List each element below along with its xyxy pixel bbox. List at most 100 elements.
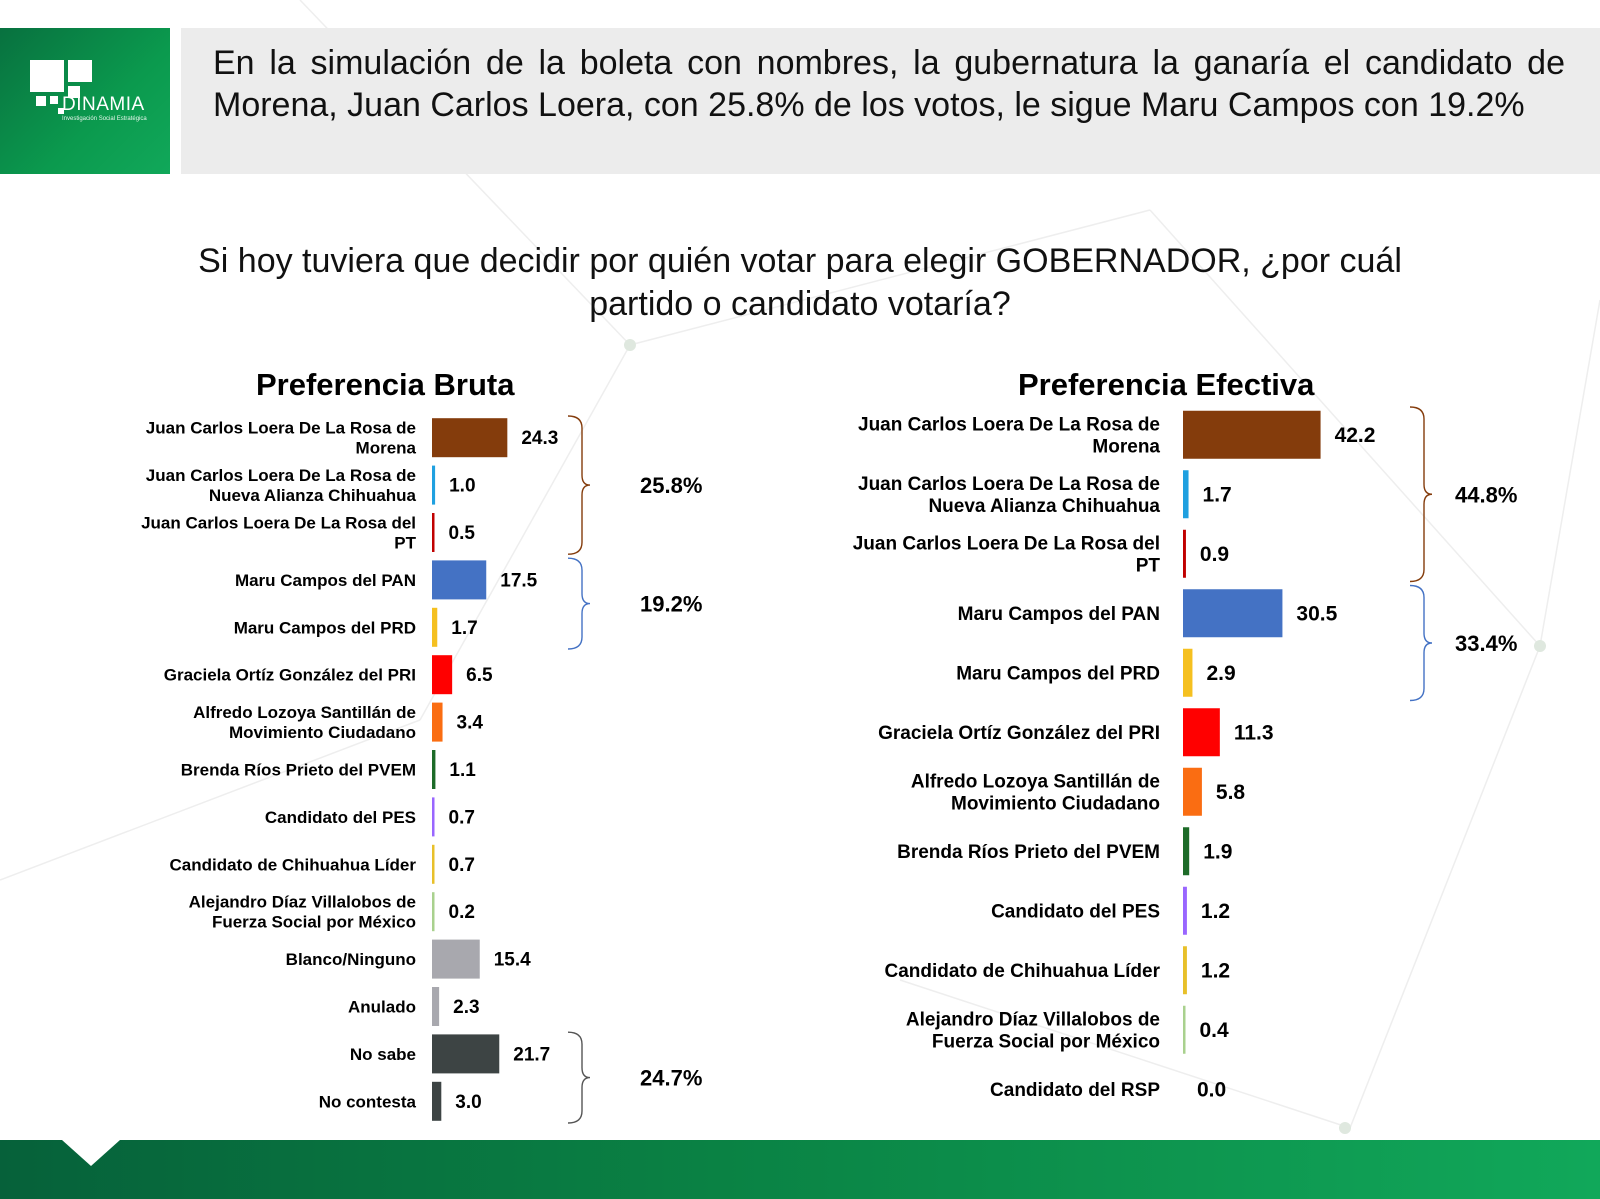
bar (432, 892, 435, 932)
group-total-label: 44.8% (1455, 482, 1517, 507)
bar (432, 1081, 442, 1121)
category-label: Juan Carlos Loera De La Rosa de Morena (146, 419, 417, 458)
category-label: Alejandro Díaz Villalobos de Fuerza Socia… (906, 1009, 1160, 1052)
value-label: 1.2 (1201, 959, 1230, 982)
category-label: Juan Carlos Loera De La Rosa de Nueva Ali… (858, 474, 1160, 517)
value-label: 0.4 (1200, 1019, 1230, 1042)
bar (432, 465, 436, 505)
value-label: 1.7 (451, 618, 477, 639)
footer-notch-icon (62, 1140, 120, 1166)
value-label: 2.9 (1206, 662, 1235, 685)
value-label: 3.0 (455, 1092, 481, 1113)
category-label: Alfredo Lozoya Santillán de Movimiento Ci… (193, 703, 416, 742)
category-label: Juan Carlos Loera De La Rosa del PT (141, 513, 417, 552)
bar (1183, 827, 1190, 876)
group-brace (567, 1031, 591, 1124)
category-label: Candidato de Chihuahua Líder (884, 961, 1160, 982)
category-label: Graciela Ortíz González del PRI (878, 723, 1160, 744)
category-label: Maru Campos del PRD (956, 663, 1160, 684)
bar (432, 513, 435, 552)
category-label: Candidato del PES (991, 901, 1160, 922)
category-label: No sabe (350, 1045, 416, 1064)
value-label: 1.1 (449, 760, 476, 781)
bar (432, 750, 436, 789)
bar (1183, 708, 1220, 757)
group-brace (567, 415, 591, 555)
value-label: 2.3 (453, 997, 479, 1018)
category-label: Maru Campos del PAN (958, 604, 1160, 625)
value-label: 0.2 (449, 902, 475, 923)
bar (432, 655, 453, 695)
value-label: 3.4 (457, 713, 484, 734)
bar (1183, 410, 1321, 459)
value-label: 0.0 (1197, 1078, 1226, 1101)
category-label: Maru Campos del PRD (234, 618, 416, 637)
bar (1183, 946, 1187, 995)
group-total-label: 25.8% (640, 473, 702, 498)
bar (1183, 648, 1193, 697)
bar (432, 418, 508, 458)
headline-panel: En la simulación de la boleta con nombre… (181, 28, 1600, 174)
category-label: Candidato del RSP (990, 1080, 1160, 1101)
group-brace (567, 557, 591, 650)
bar-chart-preferencia-efectiva: Juan Carlos Loera De La Rosa de Morena 42.… (853, 406, 1517, 1101)
survey-question: Si hoy tuviera que decidir por quién vot… (198, 242, 1402, 323)
bar (1183, 1005, 1186, 1054)
brand-logo-panel: DINAMIA Investigación Social Estratégica (0, 28, 170, 174)
bar (432, 560, 487, 600)
dinamia-logo-mark-icon (30, 60, 92, 114)
category-label: Blanco/Ninguno (286, 950, 416, 969)
category-label: Candidato del PES (265, 808, 416, 827)
category-label: Juan Carlos Loera De La Rosa de Morena (858, 414, 1160, 457)
category-label: Juan Carlos Loera De La Rosa de Nueva Ali… (146, 466, 417, 505)
group-total-label: 33.4% (1455, 631, 1517, 656)
value-label: 21.7 (513, 1044, 550, 1065)
category-label: Maru Campos del PAN (235, 571, 416, 590)
bar (1183, 767, 1202, 816)
value-label: 6.5 (466, 665, 493, 686)
category-label: Juan Carlos Loera De La Rosa del PT (853, 533, 1161, 576)
value-label: 1.2 (1201, 900, 1230, 923)
bar (432, 939, 480, 979)
bar-chart-preferencia-bruta: Juan Carlos Loera De La Rosa de Morena 24.… (141, 415, 702, 1124)
chart-title-efectiva: Preferencia Efectiva (1018, 367, 1315, 402)
value-label: 0.9 (1200, 543, 1229, 566)
headline-text: En la simulación de la boleta con nombre… (213, 44, 1565, 124)
category-label: Alejandro Díaz Villalobos de Fuerza Socia… (189, 893, 416, 932)
category-label: Brenda Ríos Prieto del PVEM (897, 842, 1160, 863)
category-label: Anulado (348, 997, 416, 1016)
bar (432, 987, 440, 1026)
value-label: 24.3 (521, 428, 558, 449)
value-label: 0.7 (449, 807, 475, 828)
value-label: 0.5 (449, 523, 476, 544)
bar (432, 844, 435, 884)
logo-tagline: Investigación Social Estratégica (62, 116, 147, 122)
bar (1183, 886, 1187, 935)
bar (1183, 589, 1283, 638)
value-label: 1.7 (1203, 483, 1232, 506)
category-label: No contesta (319, 1092, 417, 1111)
category-label: Candidato de Chihuahua Líder (169, 855, 416, 874)
category-label: Alfredo Lozoya Santillán de Movimiento Ci… (911, 771, 1160, 814)
value-label: 15.4 (494, 950, 531, 971)
category-label: Graciela Ortíz González del PRI (164, 666, 416, 685)
value-label: 1.9 (1203, 840, 1232, 863)
value-label: 0.7 (449, 855, 475, 876)
value-label: 11.3 (1234, 721, 1274, 744)
bar (432, 607, 438, 647)
value-label: 42.2 (1335, 424, 1376, 447)
value-label: 1.0 (449, 476, 475, 497)
chart-title-bruta: Preferencia Bruta (256, 367, 515, 402)
logo-wordmark: DINAMIA (62, 94, 145, 115)
category-label: Brenda Ríos Prieto del PVEM (181, 760, 416, 779)
value-label: 5.8 (1216, 781, 1246, 804)
bar (432, 702, 443, 742)
value-label: 17.5 (500, 570, 537, 591)
bar (432, 797, 435, 837)
group-total-label: 19.2% (640, 592, 702, 617)
group-brace (1409, 584, 1433, 702)
bar (1183, 529, 1186, 578)
group-brace (1409, 406, 1433, 583)
bar (432, 1034, 500, 1074)
